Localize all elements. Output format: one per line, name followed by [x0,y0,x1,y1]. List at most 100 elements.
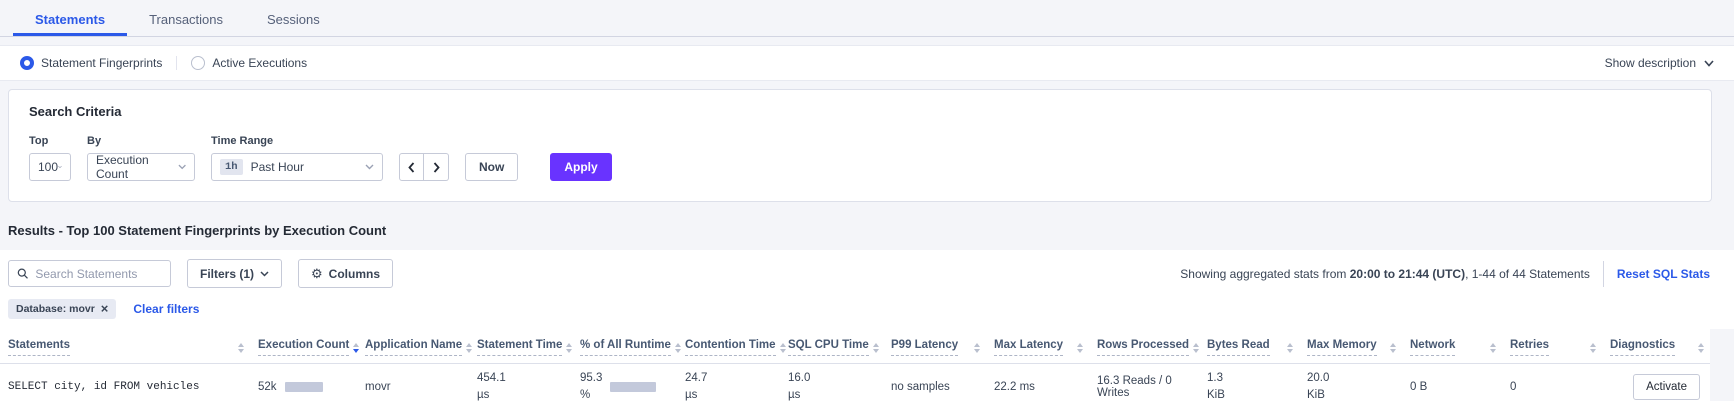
filters-button[interactable]: Filters (1) [187,259,283,288]
tab-sessions[interactable]: Sessions [267,12,320,27]
runtime-pct-cell: 95.3% [572,363,677,401]
p99-latency-cell: no samples [883,363,986,401]
search-criteria-title: Search Criteria [29,104,122,119]
sort-icon-active-desc[interactable] [349,342,360,353]
show-description-toggle[interactable]: Show description [1605,56,1714,70]
sort-icon[interactable] [1694,342,1704,353]
top-label: Top [29,135,49,147]
radio-selected-icon [20,56,34,70]
page-tab-bar: Statements Transactions Sessions [0,0,1734,37]
radio-statement-fingerprints[interactable]: Statement Fingerprints [20,56,162,70]
filter-chip-label: Database: movr [16,303,95,315]
radio-active-executions[interactable]: Active Executions [191,56,307,70]
clear-filters-link[interactable]: Clear filters [133,302,200,316]
remove-filter-icon[interactable]: × [100,301,109,316]
table-header-row: Statements Execution Count Application N… [0,329,1710,364]
radio-label: Statement Fingerprints [41,56,163,70]
statement-row: SELECT city, id FROM vehicles 52k movr 4… [0,363,1710,401]
sort-icon[interactable] [1386,342,1396,353]
previous-time-button[interactable] [399,153,424,181]
time-step-buttons [399,153,449,181]
sort-icon[interactable] [671,342,681,353]
column-header-max-memory: Max Memory [1299,329,1402,364]
search-icon [17,268,28,279]
execution-count-bar [284,381,323,392]
sort-icon[interactable] [1486,342,1496,353]
by-field: By Execution Count [87,135,195,181]
column-header-statement-time: Statement Time [469,329,573,364]
sort-icon[interactable] [1283,342,1293,353]
search-criteria-card: Search Criteria Top 100 By Execution Cou… [8,89,1712,202]
column-header-statements: Statements [0,329,250,364]
search-statements-input[interactable] [35,266,162,281]
max-latency-cell: 22.2 ms [986,363,1089,401]
tab-statements[interactable]: Statements [13,2,128,36]
column-header-bytes-read: Bytes Read [1199,329,1299,364]
chevron-down-icon [178,164,186,170]
sort-icon[interactable] [869,342,879,353]
active-filters-row: Database: movr × Clear filters [0,296,1734,329]
sort-icon[interactable] [234,342,244,353]
statements-table: Statements Execution Count Application N… [0,329,1710,401]
view-toggle-row: Statement Fingerprints Active Executions… [0,45,1734,81]
top-select-value: 100 [38,160,59,174]
time-range-field: Time Range 1h Past Hour [211,135,383,181]
activate-diagnostics-button[interactable]: Activate [1633,373,1700,400]
by-select-value: Execution Count [96,153,149,181]
time-range-label: Time Range [211,135,274,147]
top-field: Top 100 [29,135,71,181]
diagnostics-cell: Activate [1602,363,1710,401]
results-toolbar: Filters (1) ⚙ Columns Showing aggregated… [0,250,1734,296]
database-filter-chip[interactable]: Database: movr × [8,299,117,319]
contention-time-cell: 24.7 µs [677,363,780,401]
chevron-down-icon [58,165,62,169]
divider [1602,260,1604,287]
filters-label: Filters (1) [200,266,255,281]
now-button[interactable]: Now [465,153,519,181]
aggregated-stats-text: Showing aggregated stats from 20:00 to 2… [1180,266,1590,281]
columns-label: Columns [328,266,381,281]
divider [176,56,178,70]
top-select[interactable]: 100 [29,153,71,181]
sql-cpu-time-cell: 16.0 µs [780,363,883,401]
sort-icon[interactable] [1586,342,1596,353]
by-select[interactable]: Execution Count [87,153,195,181]
time-range-badge: 1h [220,159,243,175]
sort-icon[interactable] [462,342,473,353]
apply-button[interactable]: Apply [550,153,612,181]
results-section: Filters (1) ⚙ Columns Showing aggregated… [0,250,1734,401]
tab-transactions[interactable]: Transactions [149,12,224,27]
by-label: By [87,135,102,147]
column-header-application-name: Application Name [357,329,473,364]
time-range-value: Past Hour [250,160,304,174]
next-time-button[interactable] [424,153,449,181]
statement-link[interactable]: SELECT city, id FROM vehicles [0,363,250,401]
sort-icon[interactable] [970,342,980,353]
reset-sql-stats-link[interactable]: Reset SQL Stats [1616,266,1710,281]
application-name-cell: movr [357,363,469,401]
chevron-down-icon [365,164,374,170]
execution-count-cell: 52k [250,363,357,401]
gear-icon: ⚙ [311,265,323,281]
chevron-left-icon [408,161,415,173]
sort-icon[interactable] [562,342,573,353]
radio-label: Active Executions [212,56,308,70]
radio-unselected-icon [191,56,206,70]
column-header-sql-cpu-time: SQL CPU Time [780,329,883,364]
sort-icon[interactable] [776,342,786,353]
column-header-execution-count: Execution Count [250,329,360,364]
column-header-runtime-pct: % of All Runtime [572,329,681,364]
column-header-p99-latency: P99 Latency [883,329,986,364]
column-header-rows-processed: Rows Processed [1089,329,1200,364]
columns-button[interactable]: ⚙ Columns [298,259,394,288]
sort-icon[interactable] [1073,342,1083,353]
time-range-select[interactable]: 1h Past Hour [211,153,383,181]
statement-search-box [8,260,171,287]
network-cell: 0 B [1402,363,1502,401]
column-header-contention-time: Contention Time [677,329,786,364]
show-description-label: Show description [1604,56,1696,70]
chevron-down-icon [260,270,269,277]
sort-icon[interactable] [1189,342,1200,353]
bytes-read-cell: 1.3 KiB [1199,363,1299,401]
runtime-pct-bar [610,381,657,392]
